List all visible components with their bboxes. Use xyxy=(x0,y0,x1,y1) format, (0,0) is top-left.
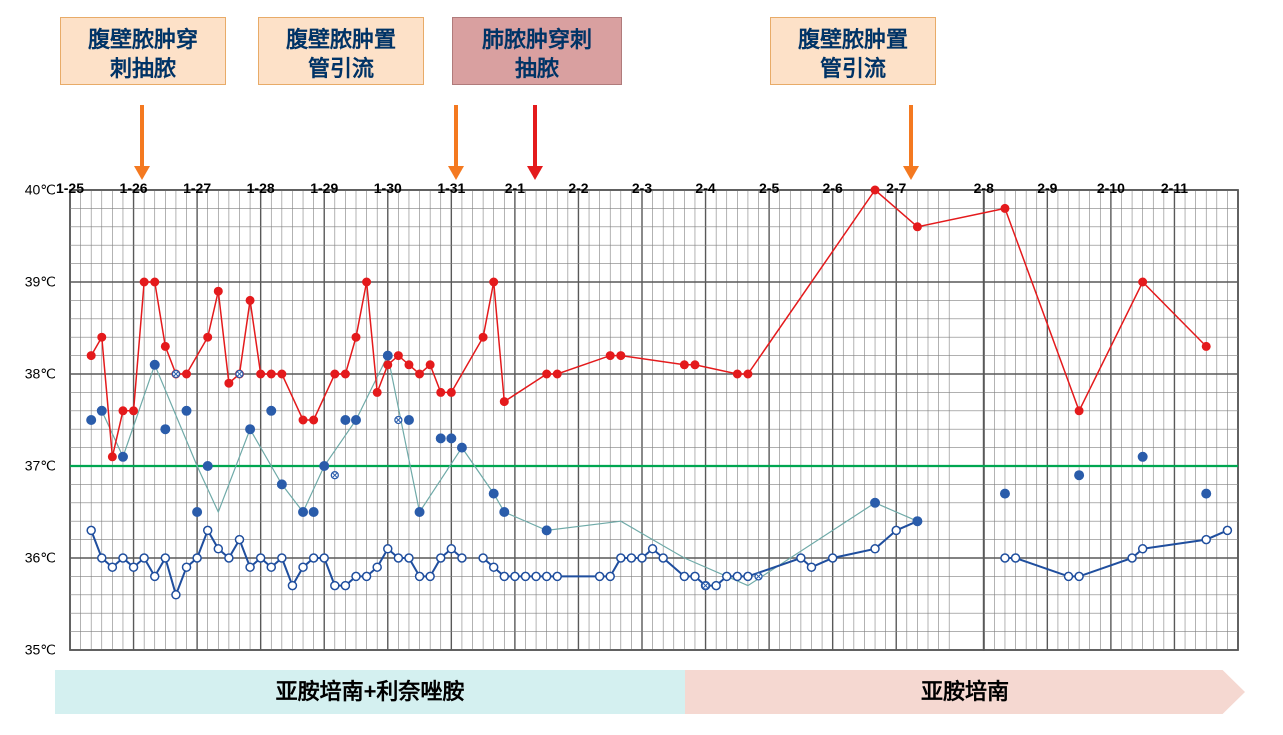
date-label: 1-25 xyxy=(56,180,84,196)
date-label: 2-7 xyxy=(886,180,906,196)
y-axis-label: 38℃ xyxy=(10,366,56,383)
date-label: 1-30 xyxy=(374,180,402,196)
y-axis-label: 40℃ xyxy=(10,182,56,199)
figure-root: 1-25 1-26 1-27 1-28 1-29 1-30 1-31 2-1 2-2 2-3 2-4… xyxy=(0,0,1283,735)
date-label: 2-11 xyxy=(1161,180,1188,196)
date-label: 2-4 xyxy=(695,180,715,196)
date-label: 2-10 xyxy=(1097,180,1125,196)
event-annotation: 腹壁脓肿置 管引流 xyxy=(258,17,424,85)
date-label: 1-31 xyxy=(437,180,465,196)
date-label: 2-3 xyxy=(632,180,652,196)
temperature-chart xyxy=(0,0,1283,735)
date-label: 1-26 xyxy=(120,180,148,196)
date-label: 2-6 xyxy=(823,180,843,196)
date-label: 2-8 xyxy=(974,180,994,196)
event-annotation: 腹壁脓肿置 管引流 xyxy=(770,17,936,85)
date-label: 1-29 xyxy=(310,180,338,196)
treatment-bar: 亚胺培南+利奈唑胺 xyxy=(55,670,685,714)
y-axis-label: 37℃ xyxy=(10,458,56,475)
date-label: 2-5 xyxy=(759,180,779,196)
event-annotation: 肺脓肿穿刺 抽脓 xyxy=(452,17,622,85)
y-axis-label: 39℃ xyxy=(10,274,56,291)
date-label: 1-27 xyxy=(183,180,211,196)
date-label: 1-28 xyxy=(247,180,275,196)
y-axis-label: 36℃ xyxy=(10,550,56,567)
date-label: 2-1 xyxy=(505,180,525,196)
treatment-bar: 亚胺培南 xyxy=(685,670,1245,714)
y-axis-label: 35℃ xyxy=(10,642,56,659)
event-annotation: 腹壁脓肿穿 刺抽脓 xyxy=(60,17,226,85)
date-label: 2-9 xyxy=(1037,180,1057,196)
date-label: 2-2 xyxy=(568,180,588,196)
